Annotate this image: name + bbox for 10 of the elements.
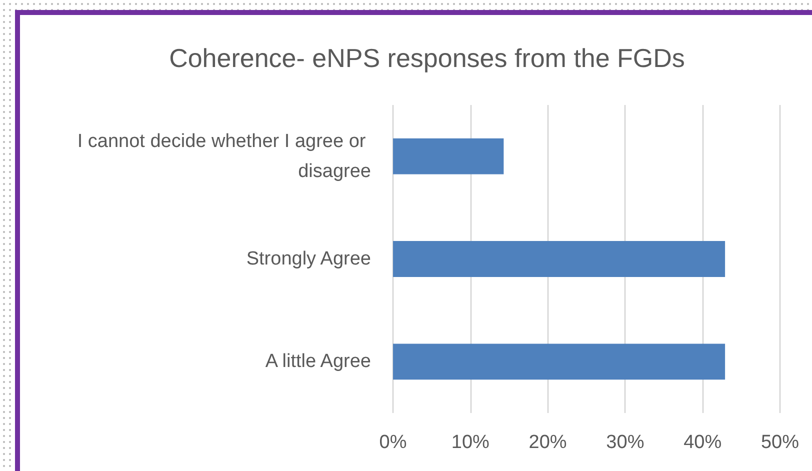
x-tick-label: 10% xyxy=(451,432,490,453)
y-tick-label: I cannot decide whether I agree or disagree xyxy=(77,130,371,182)
y-tick-label: Strongly Agree xyxy=(246,248,371,270)
x-tick-label: 0% xyxy=(379,432,407,453)
x-tick-label: 50% xyxy=(760,432,800,453)
y-tick-label: A little Agree xyxy=(265,351,371,372)
chart-title: Coherence- eNPS responses from the FGDs xyxy=(169,43,685,73)
x-tick-label: 40% xyxy=(684,432,722,453)
x-tick-label: 30% xyxy=(606,432,644,453)
x-tick-label: 20% xyxy=(528,432,567,453)
